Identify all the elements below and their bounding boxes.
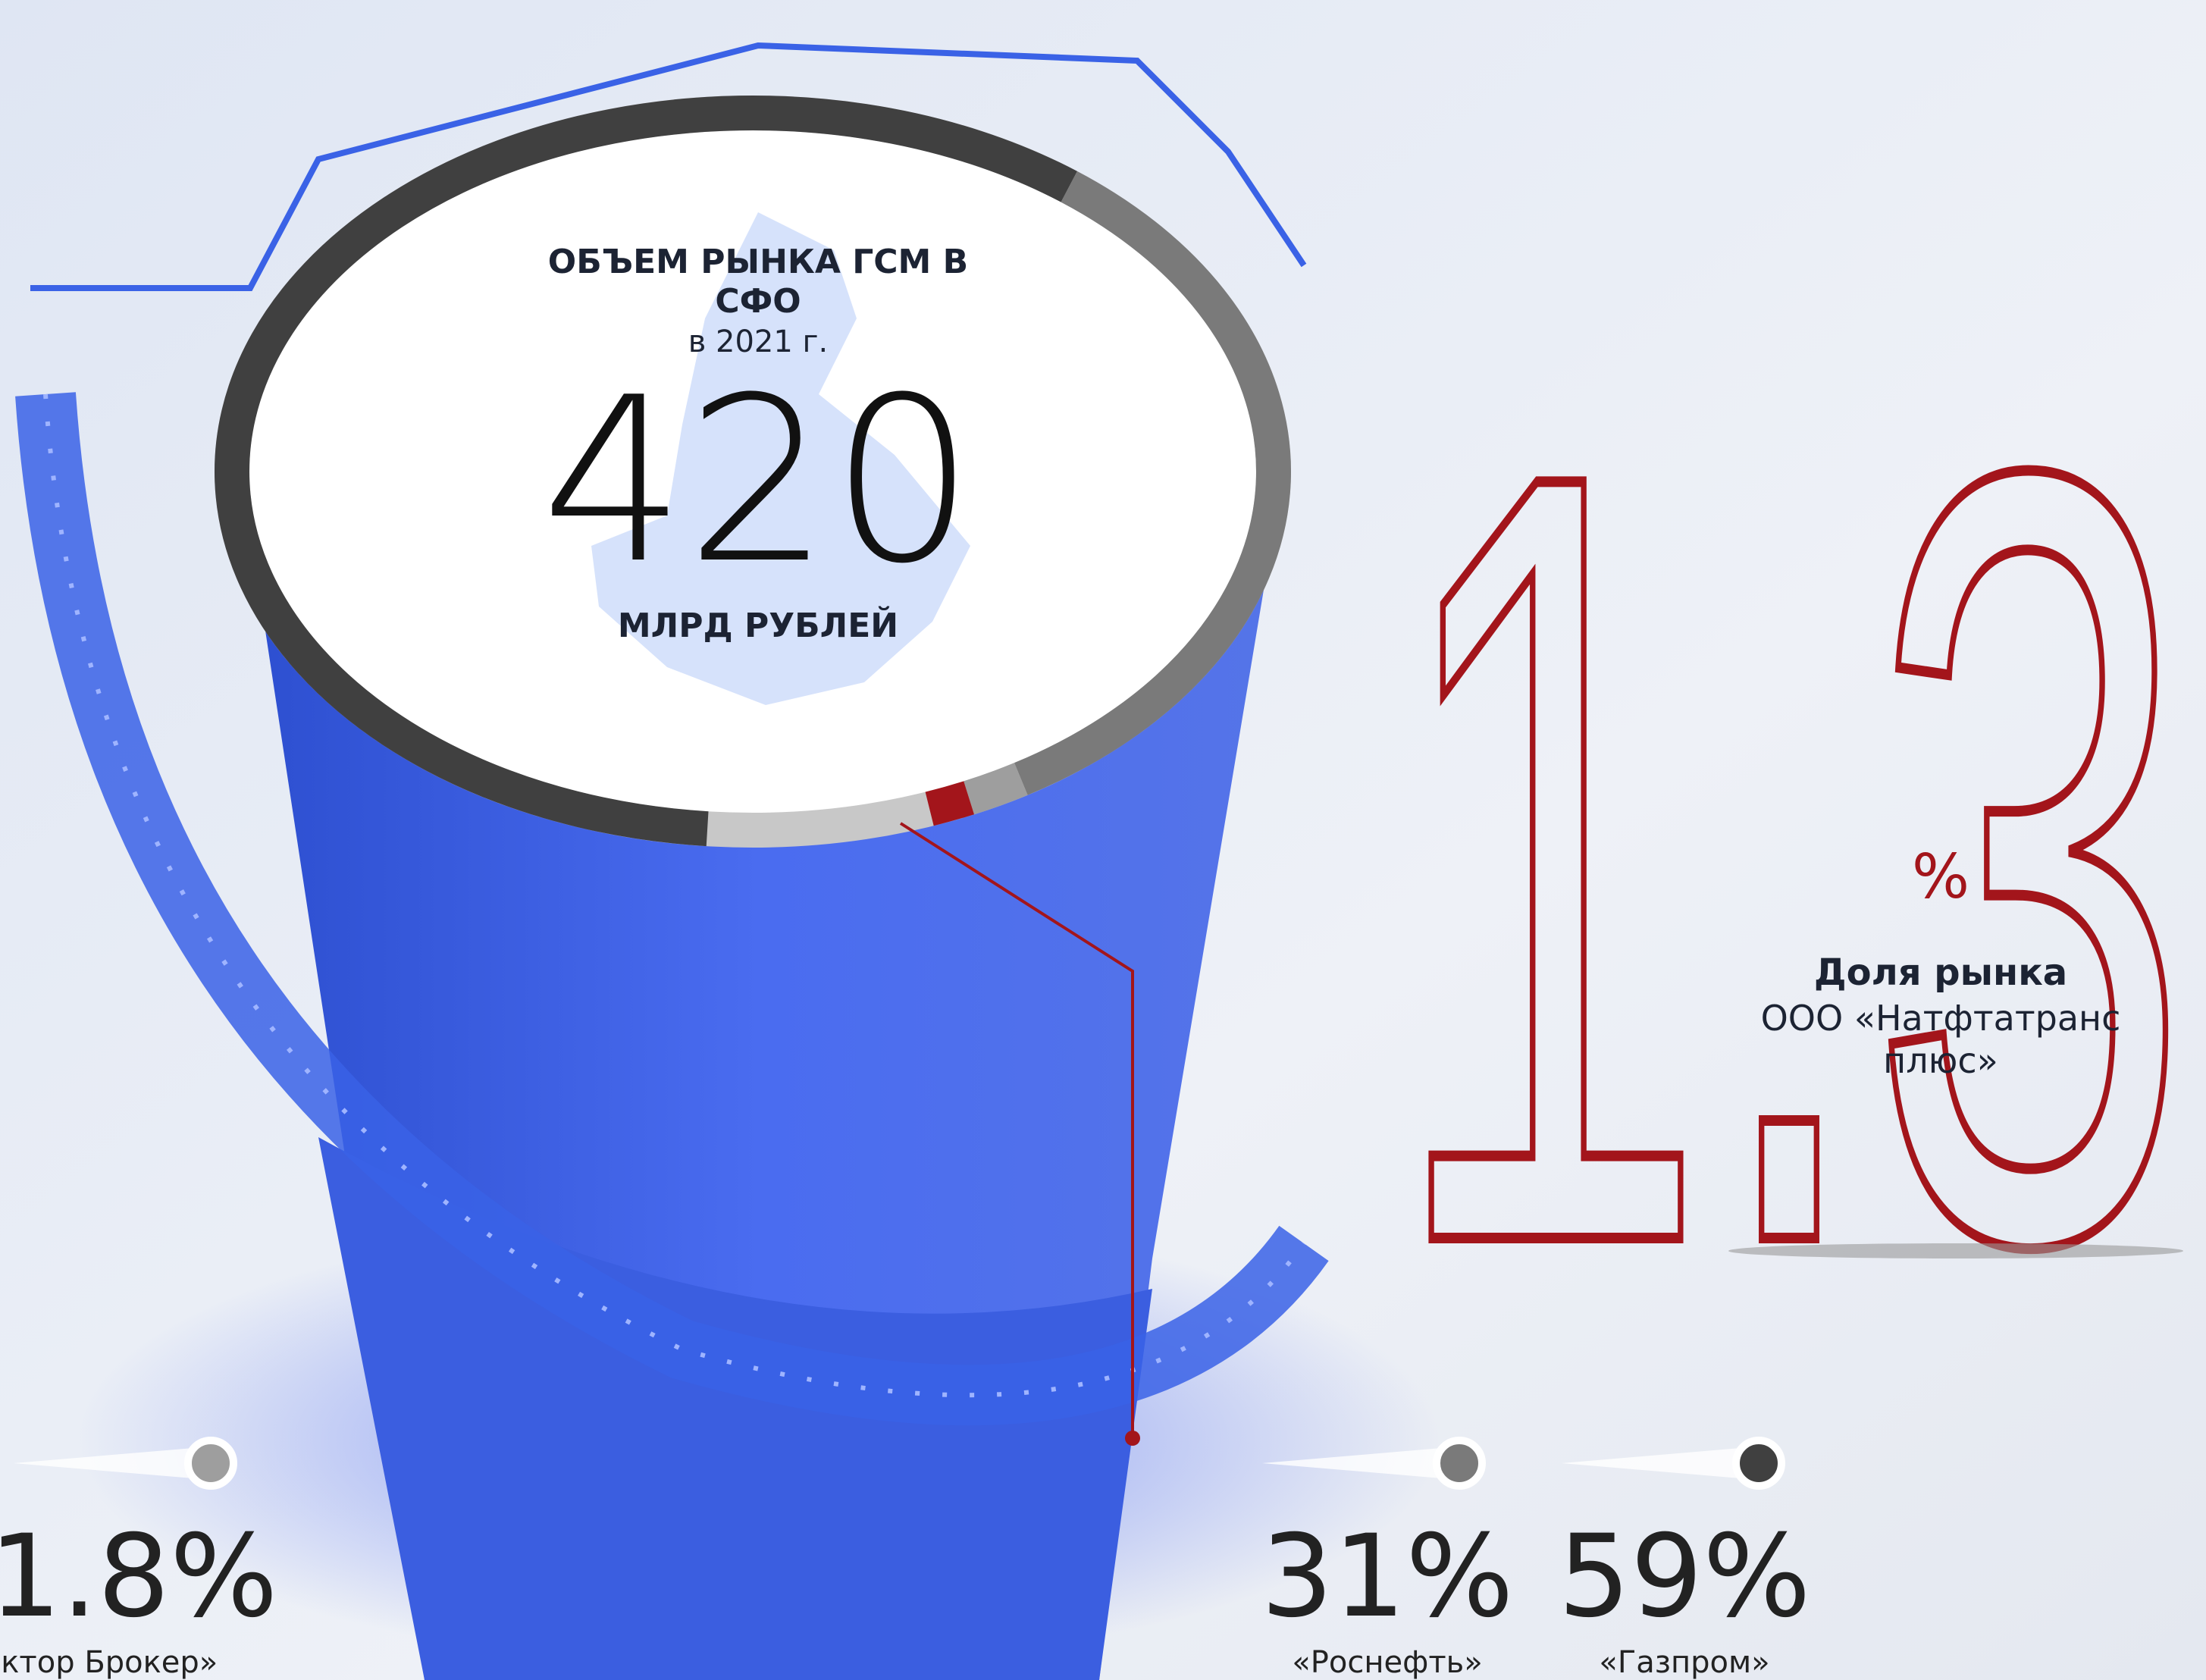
total-label: МЛРД РУБЛЕЙ [617, 606, 899, 645]
ring-segment [964, 763, 1028, 815]
legend-dot [1433, 1437, 1486, 1490]
ring [215, 96, 1291, 847]
value-label: 31% [1261, 1511, 1514, 1643]
ring-segment [1014, 171, 1291, 795]
highlight-caption: Доля рынка [1813, 951, 2068, 994]
chart-title: ОБЪЕМ РЫНКА ГСМ В СФО [547, 243, 969, 321]
staircase-steps [43, 393, 1306, 1398]
legend-wedge [14, 1446, 211, 1480]
legend-dot [1732, 1437, 1785, 1490]
subtitle: в 2021 г. [688, 324, 829, 359]
highlight-name: ООО «Натфтатранс плюс» [1760, 998, 2121, 1081]
highlight-unit: % [1911, 842, 1969, 912]
legend-dot [184, 1437, 237, 1490]
value-label: 1.8% [0, 1511, 278, 1643]
total: 420 [541, 349, 976, 613]
category-label: «Вектор Брокер» [0, 1645, 218, 1680]
shadow [1728, 1243, 2183, 1258]
ring-segment [925, 781, 975, 826]
legend-wedge [1562, 1446, 1759, 1480]
region-map [591, 212, 970, 705]
value-label: 59% [1558, 1511, 1811, 1643]
category-label: «Газпром» [1599, 1645, 1770, 1680]
leader-line [899, 822, 1134, 1438]
legend-wedge [1262, 1446, 1459, 1480]
legend [14, 1437, 1785, 1490]
railing [30, 42, 1307, 291]
ring-segment [215, 96, 1077, 847]
highlight-value: 1.3 [1387, 243, 2191, 1472]
leader-dot [1125, 1431, 1140, 1446]
category-label: «Роснефть» [1292, 1645, 1483, 1680]
